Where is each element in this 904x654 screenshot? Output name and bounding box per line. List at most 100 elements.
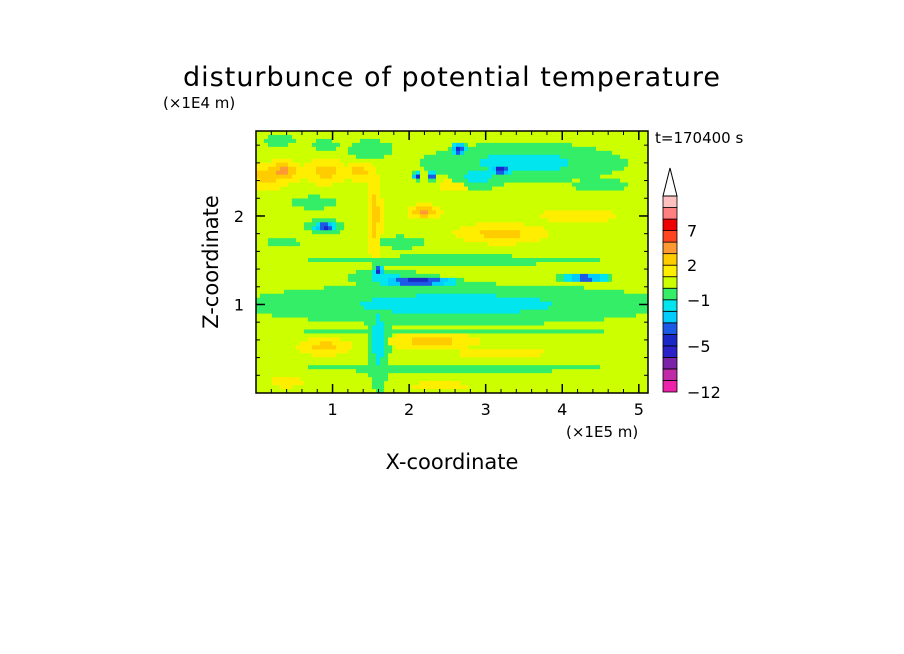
heatmap-cell — [316, 142, 321, 148]
heatmap-cell — [268, 309, 273, 315]
heatmap-cell — [364, 254, 369, 259]
heatmap-cell — [308, 321, 313, 327]
heatmap-cell — [540, 218, 545, 223]
heatmap-cell — [304, 325, 309, 331]
heatmap-cell — [332, 325, 337, 331]
heatmap-cell — [500, 238, 505, 243]
heatmap-cell — [424, 150, 429, 156]
heatmap-cell — [512, 214, 517, 219]
heatmap-cell — [272, 285, 277, 291]
heatmap-cell — [588, 317, 593, 323]
heatmap-cell — [276, 305, 281, 311]
heatmap-cell — [620, 230, 625, 235]
heatmap-cell — [328, 265, 333, 271]
heatmap-cell — [572, 138, 577, 144]
heatmap-cell — [488, 246, 493, 251]
heatmap-cell — [484, 317, 489, 323]
heatmap-cell — [560, 258, 565, 263]
heatmap-cell — [284, 226, 289, 231]
heatmap-cell — [508, 202, 513, 208]
heatmap-cell — [456, 142, 461, 148]
heatmap-cell — [316, 242, 321, 247]
heatmap-cell — [312, 246, 317, 251]
heatmap-cell — [456, 190, 461, 196]
heatmap-cell — [296, 238, 301, 243]
heatmap-cell — [536, 289, 541, 295]
heatmap-cell — [408, 134, 413, 140]
heatmap-cell — [576, 285, 581, 291]
heatmap-cell — [636, 246, 641, 251]
heatmap-cell — [424, 301, 429, 307]
heatmap-cell — [528, 289, 533, 295]
heatmap-cell — [352, 222, 357, 227]
heatmap-cell — [336, 325, 341, 331]
heatmap-cell — [456, 325, 461, 331]
heatmap-cell — [608, 198, 613, 204]
heatmap-cell — [520, 174, 525, 180]
heatmap-cell — [644, 186, 648, 192]
heatmap-cell — [552, 313, 557, 319]
heatmap-cell — [544, 234, 549, 239]
heatmap-cell — [364, 182, 369, 188]
heatmap-cell — [464, 142, 469, 148]
heatmap-cell — [628, 131, 633, 136]
heatmap-cell — [584, 265, 589, 271]
heatmap-cell — [532, 265, 537, 271]
heatmap-cell — [256, 289, 261, 295]
heatmap-cell — [444, 178, 449, 184]
heatmap-cell — [520, 265, 525, 271]
heatmap-cell — [308, 158, 313, 164]
heatmap-cell — [504, 234, 509, 239]
heatmap-cell — [264, 138, 269, 144]
heatmap-cell — [364, 305, 369, 311]
heatmap-cell — [536, 269, 541, 275]
heatmap-cell — [420, 325, 425, 331]
heatmap-cell — [620, 186, 625, 192]
heatmap-cell — [612, 325, 617, 331]
heatmap-cell — [616, 242, 621, 247]
heatmap-cell — [484, 182, 489, 188]
heatmap-cell — [268, 202, 273, 208]
heatmap-cell — [608, 269, 613, 275]
heatmap-cell — [344, 269, 349, 275]
heatmap-cell — [268, 182, 273, 188]
heatmap-cell — [292, 325, 297, 331]
heatmap-cell — [636, 210, 641, 215]
heatmap-cell — [612, 146, 617, 152]
heatmap-cell — [476, 202, 481, 208]
heatmap-cell — [308, 238, 313, 243]
heatmap-cell — [568, 154, 573, 160]
heatmap-cell — [292, 190, 297, 196]
heatmap-cell — [288, 131, 293, 136]
heatmap-cell — [592, 186, 597, 192]
heatmap-cell — [352, 285, 357, 291]
heatmap-cell — [340, 166, 345, 172]
heatmap-cell — [328, 202, 333, 208]
heatmap-cell — [268, 131, 273, 136]
heatmap-cell — [340, 238, 345, 243]
heatmap-cell — [480, 206, 485, 211]
heatmap-cell — [636, 321, 641, 327]
heatmap-cell — [308, 214, 313, 219]
heatmap-cell — [504, 158, 509, 164]
heatmap-cell — [276, 277, 281, 283]
heatmap-cell — [564, 230, 569, 235]
heatmap-cell — [440, 194, 445, 200]
heatmap-cell — [536, 297, 541, 303]
heatmap-cell — [616, 289, 621, 295]
heatmap-cell — [276, 206, 281, 211]
heatmap-cell — [292, 305, 297, 311]
heatmap-cell — [284, 285, 289, 291]
heatmap-cell — [496, 317, 501, 323]
heatmap-cell — [472, 142, 477, 148]
heatmap-cell — [572, 190, 577, 196]
heatmap-cell — [456, 289, 461, 295]
heatmap-cell — [272, 234, 277, 239]
heatmap-cell — [544, 186, 549, 192]
heatmap-cell — [508, 182, 513, 188]
heatmap-cell — [620, 158, 625, 164]
heatmap-cell — [452, 242, 457, 247]
heatmap-cell — [308, 262, 313, 267]
heatmap-cell — [468, 265, 473, 271]
heatmap-cell — [288, 289, 293, 295]
